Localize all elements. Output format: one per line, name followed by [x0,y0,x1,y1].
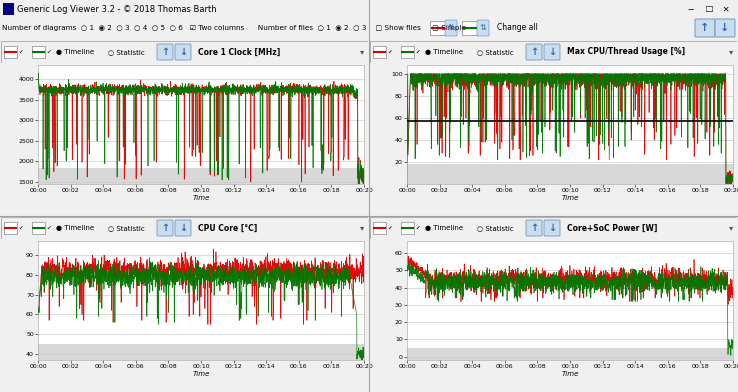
Text: Core+SoC Power [W]: Core+SoC Power [W] [567,223,658,232]
Bar [407,348,733,360]
Text: ↓: ↓ [548,47,556,57]
Text: ↑: ↑ [700,23,710,33]
Text: ↓: ↓ [179,223,187,233]
FancyBboxPatch shape [544,220,560,236]
Text: ○ Statistic: ○ Statistic [477,49,514,55]
Text: ↓: ↓ [179,47,187,57]
Bar [373,222,386,234]
Text: ─: ─ [686,4,696,13]
FancyBboxPatch shape [695,19,715,37]
Bar [32,222,45,234]
Text: ⇅: ⇅ [447,24,455,33]
Text: ○ Statistic: ○ Statistic [477,225,514,231]
FancyBboxPatch shape [157,44,173,60]
X-axis label: Time: Time [562,370,579,377]
Text: ↑: ↑ [161,47,169,57]
Text: ▾: ▾ [360,223,364,232]
Bar [407,164,733,184]
Bar [373,46,386,58]
Text: Generic Log Viewer 3.2 - © 2018 Thomas Barth: Generic Log Viewer 3.2 - © 2018 Thomas B… [17,4,217,13]
Text: ○ Statistic: ○ Statistic [108,49,145,55]
Text: ▾: ▾ [360,47,364,56]
Text: ↓: ↓ [548,223,556,233]
Bar [38,344,364,360]
Text: ✔: ✔ [415,49,420,54]
X-axis label: Time: Time [193,370,210,377]
Text: Change all: Change all [497,24,538,33]
Bar [401,222,414,234]
Text: ✕: ✕ [720,4,732,13]
Text: ✔: ✔ [387,225,392,230]
Bar [38,168,364,184]
FancyBboxPatch shape [175,44,191,60]
Text: ● Timeline: ● Timeline [425,225,463,231]
FancyBboxPatch shape [526,44,542,60]
Bar [4,46,17,58]
Text: □: □ [703,4,716,13]
Text: ✔: ✔ [18,49,23,54]
Text: ● Timeline: ● Timeline [56,225,94,231]
FancyBboxPatch shape [175,220,191,236]
FancyBboxPatch shape [445,20,457,36]
Text: ↓: ↓ [720,23,730,33]
FancyBboxPatch shape [526,220,542,236]
Text: ✔: ✔ [46,49,51,54]
Text: ↑: ↑ [530,223,538,233]
Text: ▾: ▾ [729,47,733,56]
Bar [32,46,45,58]
Text: ▾: ▾ [729,223,733,232]
Bar [401,46,414,58]
Text: ⇅: ⇅ [480,24,486,33]
Bar [462,21,488,35]
Text: CPU Core [°C]: CPU Core [°C] [198,223,258,232]
Bar [4,222,17,234]
Text: ● Timeline: ● Timeline [56,49,94,55]
Text: ● Timeline: ● Timeline [425,49,463,55]
Text: Number of diagrams  ○ 1  ◉ 2  ○ 3  ○ 4  ○ 5  ○ 6   ☑ Two columns      Number of : Number of diagrams ○ 1 ◉ 2 ○ 3 ○ 4 ○ 5 ○… [2,25,466,31]
Bar [430,21,456,35]
FancyBboxPatch shape [157,220,173,236]
Text: ○ Statistic: ○ Statistic [108,225,145,231]
Text: ✔: ✔ [387,49,392,54]
Text: ✔: ✔ [415,225,420,230]
Text: ✔: ✔ [18,225,23,230]
Text: ✔: ✔ [46,225,51,230]
FancyBboxPatch shape [715,19,735,37]
Text: ↑: ↑ [530,47,538,57]
Text: ↑: ↑ [161,223,169,233]
FancyBboxPatch shape [544,44,560,60]
Text: Max CPU/Thread Usage [%]: Max CPU/Thread Usage [%] [567,47,685,56]
Bar [3,3,14,15]
X-axis label: Time: Time [193,194,210,201]
FancyBboxPatch shape [477,20,489,36]
X-axis label: Time: Time [562,194,579,201]
Text: Core 1 Clock [MHz]: Core 1 Clock [MHz] [198,47,280,56]
